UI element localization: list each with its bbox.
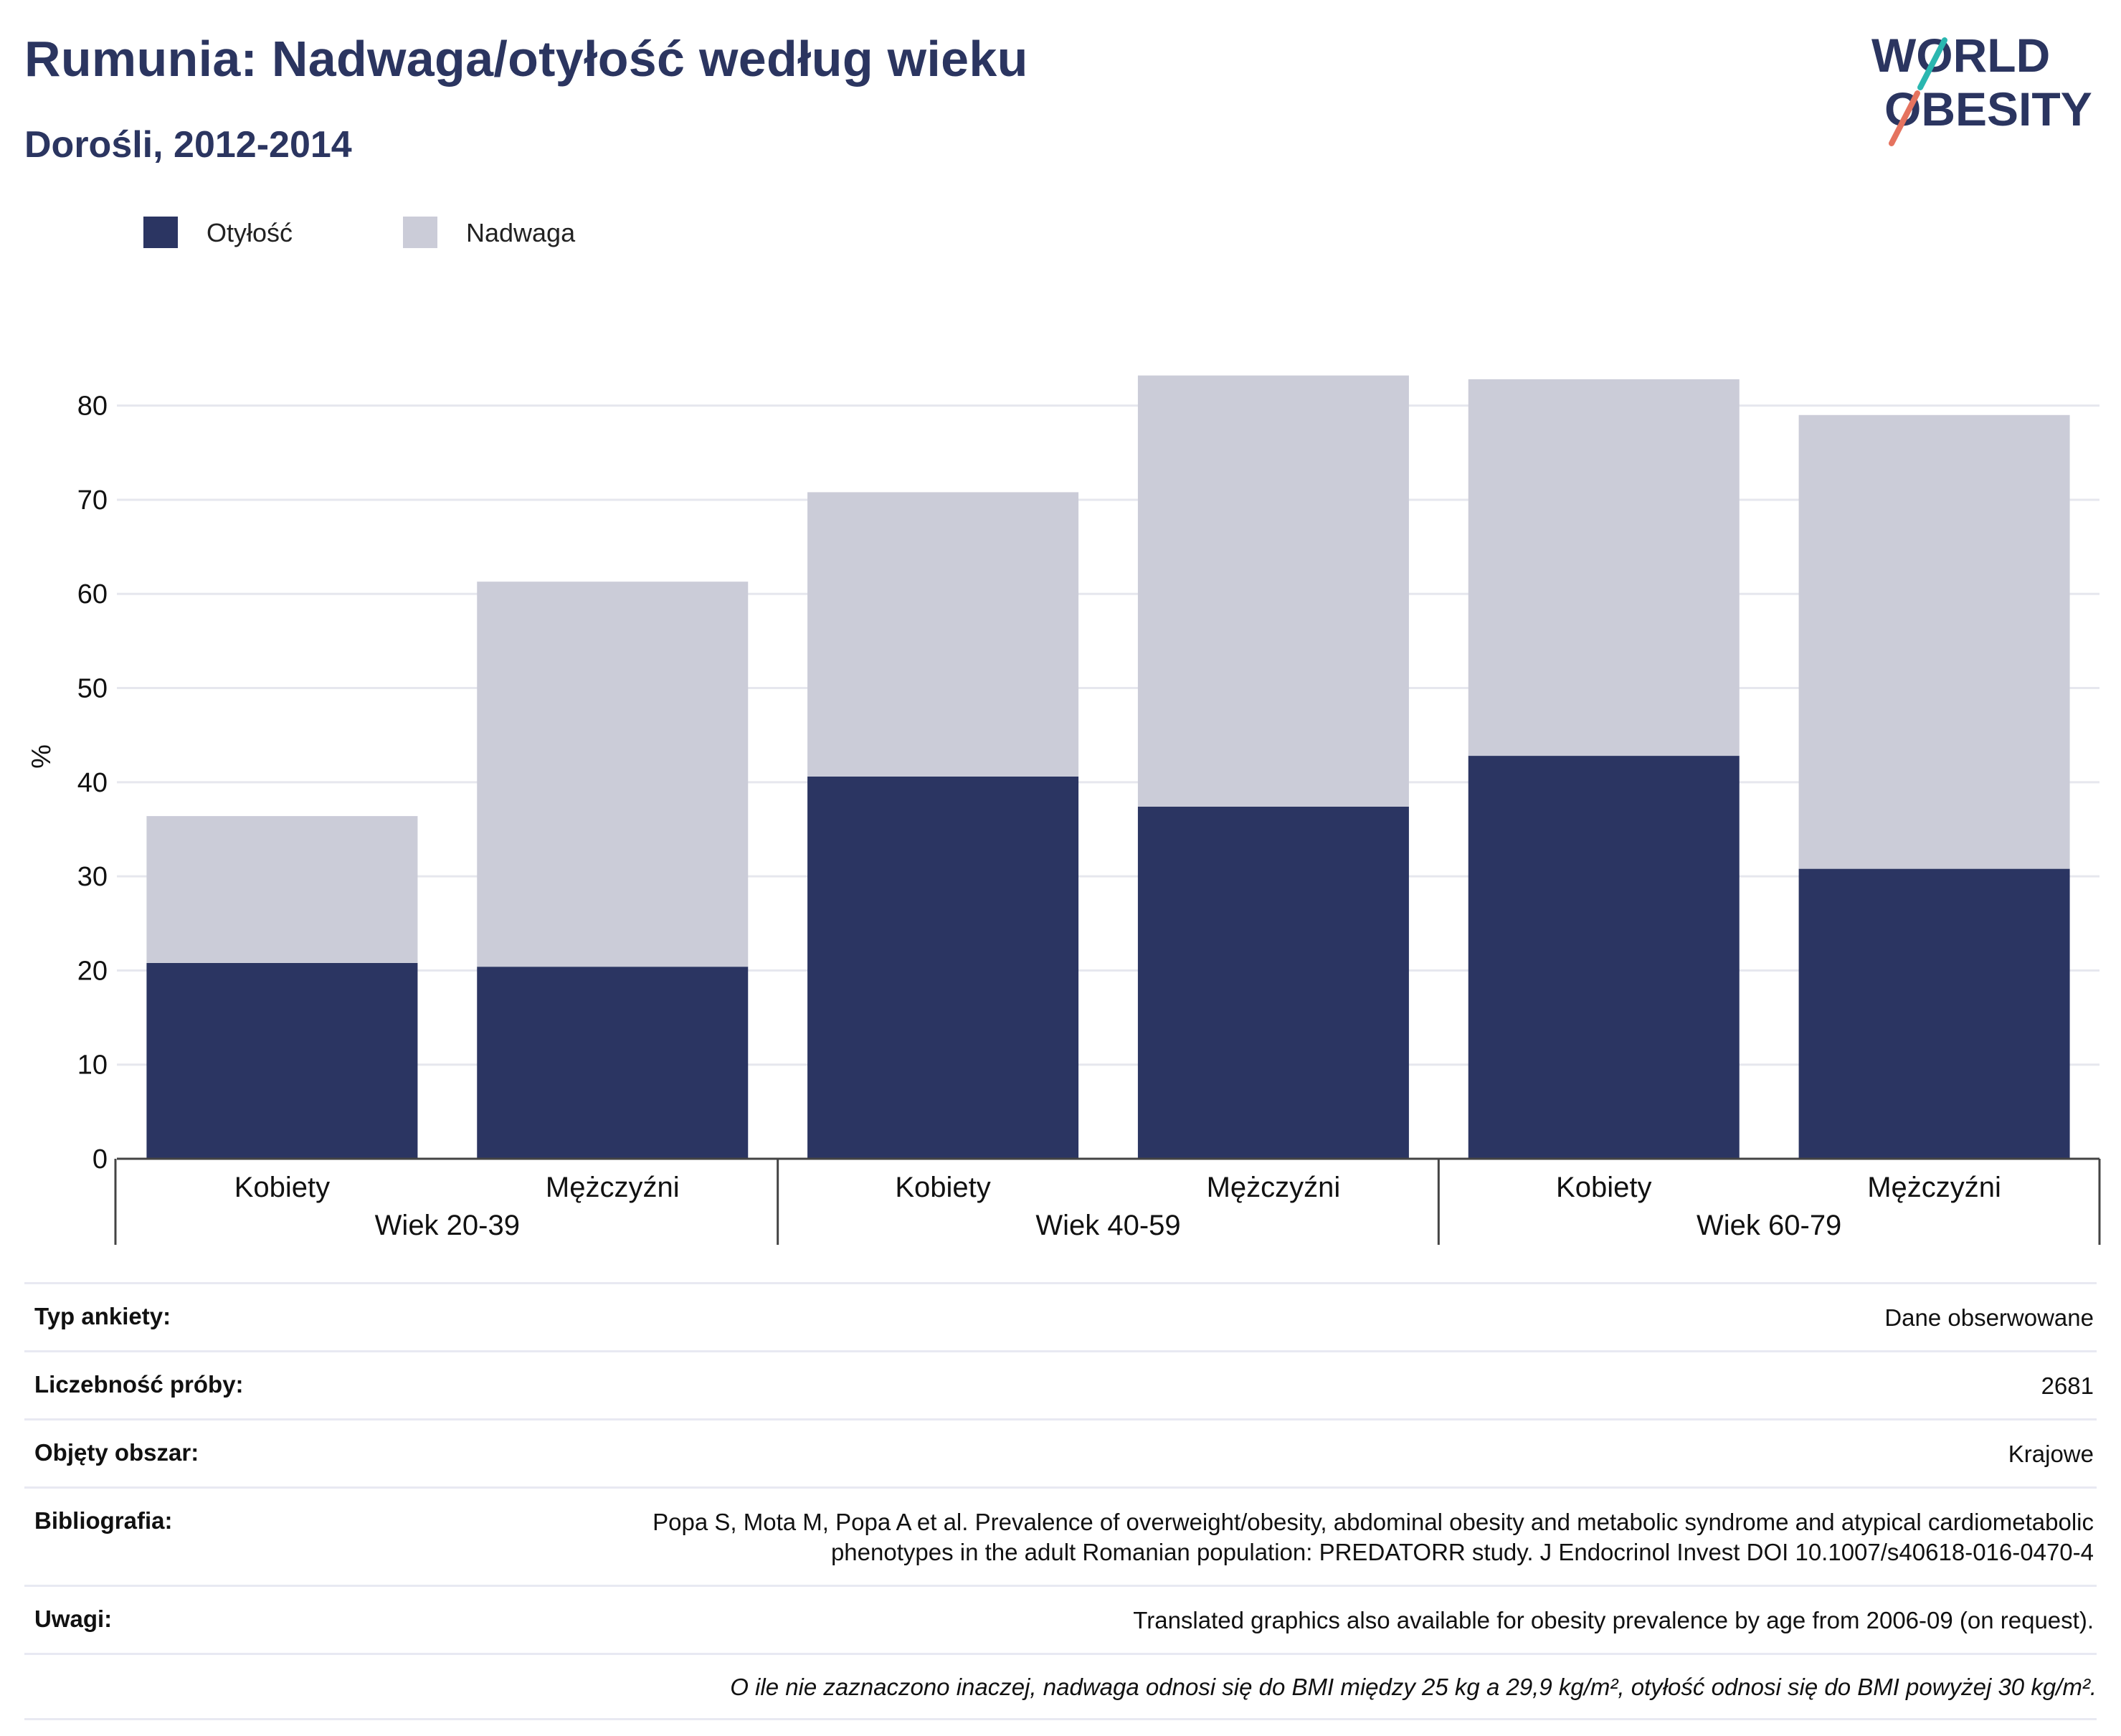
logo-line2: OBESITY [1884, 82, 2092, 136]
bar-obesity-1 [477, 967, 749, 1159]
bar-obesity-2 [807, 776, 1079, 1159]
bar-overweight-0 [146, 816, 418, 963]
legend: Otyłość Nadwaga [143, 217, 576, 248]
info-row: Objęty obszar: Krajowe [24, 1418, 2097, 1486]
x-category-label: Kobiety [895, 1172, 990, 1203]
x-group-label: Wiek 40-59 [1035, 1210, 1180, 1241]
bar-obesity-5 [1798, 868, 2070, 1159]
bar-overweight-1 [477, 582, 749, 967]
y-tick-label: 70 [77, 485, 108, 516]
y-axis-ticks: 0 10 20 30 40 50 60 70 80 [77, 392, 108, 1175]
info-row: Bibliografia: Popa S, Mota M, Popa A et a… [24, 1486, 2097, 1585]
bar-overweight-4 [1468, 379, 1740, 756]
legend-label-0: Otyłość [207, 218, 293, 247]
x-group-label: Wiek 60-79 [1697, 1210, 1841, 1241]
chart-title: Rumunia: Nadwaga/otyłość według wieku [24, 31, 1028, 87]
x-category-label: Kobiety [1556, 1172, 1651, 1203]
bar-overweight-2 [807, 492, 1079, 777]
legend-swatch-0 [143, 217, 178, 248]
x-category-label: Mężczyźni [1867, 1172, 2001, 1203]
x-axis: Kobiety Mężczyźni Kobiety Mężczyźni Kobiety M… [114, 1157, 2101, 1245]
info-row: Uwagi: Translated graphics also available… [24, 1585, 2097, 1653]
logo-teal-slash-icon [1917, 37, 1947, 90]
bars [146, 375, 2070, 1159]
grid-lines [117, 404, 2099, 1066]
y-tick-label: 10 [77, 1050, 108, 1081]
y-tick-label: 60 [77, 579, 108, 610]
info-value: Popa S, Mota M, Popa A et al. Prevalence… [653, 1509, 2094, 1565]
legend-swatch-1 [403, 217, 437, 248]
info-value: Dane obserwowane [1884, 1304, 2094, 1331]
info-label: Liczebność próby: [34, 1371, 244, 1398]
info-value: 2681 [2041, 1372, 2094, 1399]
x-group-label: Wiek 20-39 [375, 1210, 520, 1241]
info-row: Liczebność próby: 2681 [24, 1350, 2097, 1418]
info-value: Krajowe [2008, 1441, 2094, 1467]
info-value: Translated graphics also available for o… [1133, 1607, 2094, 1633]
x-category-label: Mężczyźni [1207, 1172, 1341, 1203]
bar-obesity-4 [1468, 756, 1740, 1159]
info-label: Typ ankiety: [34, 1303, 171, 1329]
y-tick-label: 30 [77, 862, 108, 892]
x-category-label: Kobiety [234, 1172, 330, 1203]
y-tick-label: 20 [77, 956, 108, 986]
stacked-bar-chart: Otyłość Nadwaga 0 10 20 30 40 50 60 70 80 % Kobie… [27, 217, 2101, 1245]
y-tick-label: 0 [92, 1144, 108, 1175]
bar-overweight-5 [1798, 414, 2070, 869]
info-label: Uwagi: [34, 1605, 113, 1632]
info-label: Bibliografia: [34, 1507, 173, 1534]
x-category-label: Mężczyźni [546, 1172, 680, 1203]
bar-overweight-3 [1137, 375, 1409, 807]
info-table: Typ ankiety: Dane obserwowane Liczebność p… [24, 1282, 2097, 1720]
chart-subtitle: Dorośli, 2012-2014 [24, 124, 352, 166]
y-axis-label: % [27, 744, 57, 769]
footnote: O ile nie zaznaczono inaczej, nadwaga od… [24, 1653, 2097, 1720]
info-label: Objęty obszar: [34, 1439, 199, 1466]
bar-obesity-3 [1137, 806, 1409, 1159]
world-obesity-logo: WORLD OBESITY [1871, 29, 2092, 146]
y-tick-label: 80 [77, 392, 108, 422]
y-tick-label: 50 [77, 674, 108, 704]
logo-red-slash-icon [1889, 90, 1920, 146]
logo-line1: WORLD [1871, 29, 2050, 82]
legend-label-1: Nadwaga [466, 218, 576, 247]
bar-obesity-0 [146, 962, 418, 1159]
y-tick-label: 40 [77, 768, 108, 798]
info-row: Typ ankiety: Dane obserwowane [24, 1282, 2097, 1350]
